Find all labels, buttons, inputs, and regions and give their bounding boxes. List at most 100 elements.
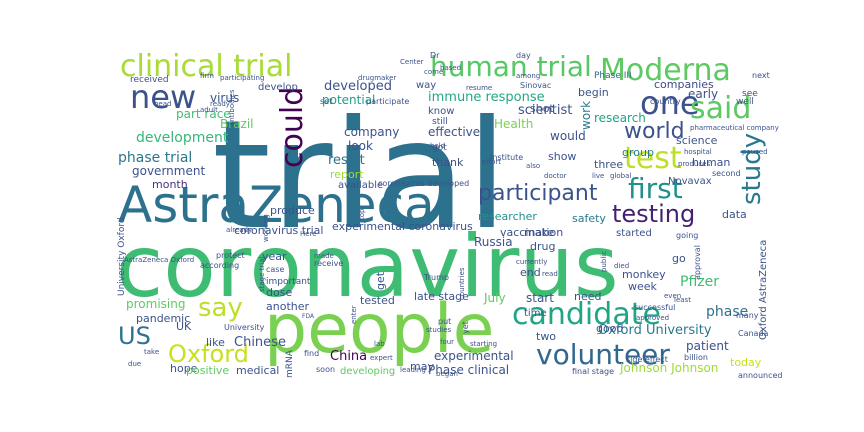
word-center: Center (400, 58, 424, 66)
word-july: July (483, 291, 506, 305)
word-medical: medical (236, 364, 279, 377)
word-begin: begin (578, 86, 609, 99)
word-effective: effective (428, 125, 480, 139)
word-successful: successful (634, 303, 675, 312)
word-adult: adult (200, 106, 218, 114)
word-early: early (688, 87, 718, 101)
word-fda: FDA (302, 313, 315, 320)
word-already: already (226, 226, 252, 234)
word-show: show (548, 150, 576, 163)
word-antibodies: antibodies (228, 89, 236, 126)
word-scientist: scientist (518, 103, 572, 118)
word-participant: participant (478, 181, 598, 206)
word-public: public (600, 251, 608, 272)
word-patient: patient (686, 339, 729, 353)
word-stage-trial: stage trial (258, 256, 266, 292)
word-top: top (358, 208, 366, 220)
word-country: country (650, 97, 681, 106)
word-coronavirus-trial: coronavirus trial (234, 224, 323, 237)
word-oxford-university: Oxford University (598, 323, 712, 338)
word-brazil: Brazil (220, 117, 254, 131)
word-live: live (592, 172, 604, 180)
word-firm: firm (200, 72, 214, 80)
word-said: said (690, 91, 751, 126)
word-immune-response: immune response (428, 90, 545, 105)
word-develop: develop (258, 82, 298, 93)
word-development: development (136, 130, 229, 146)
word-died: died (614, 262, 629, 270)
word-need: need (574, 290, 602, 303)
word-us: US (118, 322, 151, 350)
word-currently: currently (516, 258, 547, 266)
word-novavax: Novavax (668, 176, 712, 187)
word-find: find (304, 349, 319, 358)
word-approval: approval (693, 245, 702, 280)
word-know: know (428, 106, 454, 117)
word-final-stage: final stage (572, 367, 614, 376)
word-mrna: mRNA (285, 349, 295, 378)
word-oxford: Oxford (168, 340, 249, 368)
word-read: read (542, 270, 558, 278)
word-good: good (596, 322, 623, 335)
word-get: get (374, 271, 387, 290)
word-new: new (130, 78, 196, 116)
word-second: second (712, 169, 741, 178)
word-starting: starting (470, 340, 497, 348)
word-produces: produces (678, 160, 710, 168)
word-researcher: researcher (478, 210, 537, 223)
word-experimental: experimental (434, 349, 514, 363)
word-important: important (266, 277, 311, 287)
word-astrazeneca: AstraZeneca (118, 176, 435, 234)
word-part-race: part race (176, 107, 231, 121)
word-pharmaceutical-company: pharmaceutical company (690, 124, 779, 132)
word-ready: ready (210, 100, 230, 108)
word-testing: testing (612, 200, 695, 228)
word-among: among (516, 72, 540, 80)
word-phase-iii: Phase III (594, 71, 632, 81)
word-tested: tested (360, 294, 395, 307)
word-available: available (338, 180, 383, 191)
word-volunteer: volunteer (536, 338, 670, 371)
word-university-oxford: University Oxford (117, 217, 127, 296)
word-doctor: doctor (544, 172, 567, 180)
word-data: data (722, 208, 747, 221)
word-chinese: Chinese (234, 335, 286, 350)
word-drugmaker: drugmaker (358, 74, 396, 82)
word-phase: phase (706, 304, 748, 320)
word-participate: participate (366, 97, 409, 106)
word-approved: approved (636, 314, 669, 322)
word-hold: hold (430, 142, 445, 150)
word-coronavirus-developed: coronavirus developed (378, 179, 469, 188)
word-day: day (516, 51, 531, 60)
word-got: got (432, 143, 447, 153)
word-result: result (328, 153, 365, 168)
word-head: head (154, 100, 171, 108)
word-would: would (550, 129, 586, 143)
word-paused: paused (742, 148, 768, 156)
word-next: next (752, 71, 770, 80)
word-due: due (128, 360, 141, 368)
word-enter: enter (350, 305, 358, 324)
word-soon: soon (316, 365, 335, 374)
word-study: study (737, 133, 767, 205)
word-group: group (622, 146, 654, 159)
word-virus: virus (210, 91, 239, 105)
word-company: company (344, 125, 399, 139)
word-human-trial: human trial (430, 50, 592, 83)
word-phase-trial: phase trial (118, 150, 192, 166)
word-pandemic: pandemic (136, 312, 190, 325)
word-announced: announced (738, 371, 782, 380)
word-another: another (266, 300, 309, 313)
word-say: say (198, 293, 243, 323)
word-dr: Dr (430, 51, 440, 60)
word-two: two (536, 330, 556, 343)
word-late-stage: late stage (414, 290, 469, 303)
word-institute: Institute (490, 153, 523, 162)
word-resume: resume (466, 84, 492, 92)
word-leading: leading (400, 366, 426, 374)
word-science: science (676, 134, 718, 147)
word-first: first (628, 172, 683, 205)
word-produce: produce (270, 204, 315, 217)
word-china: China (330, 349, 367, 364)
word-like: like (206, 336, 225, 349)
